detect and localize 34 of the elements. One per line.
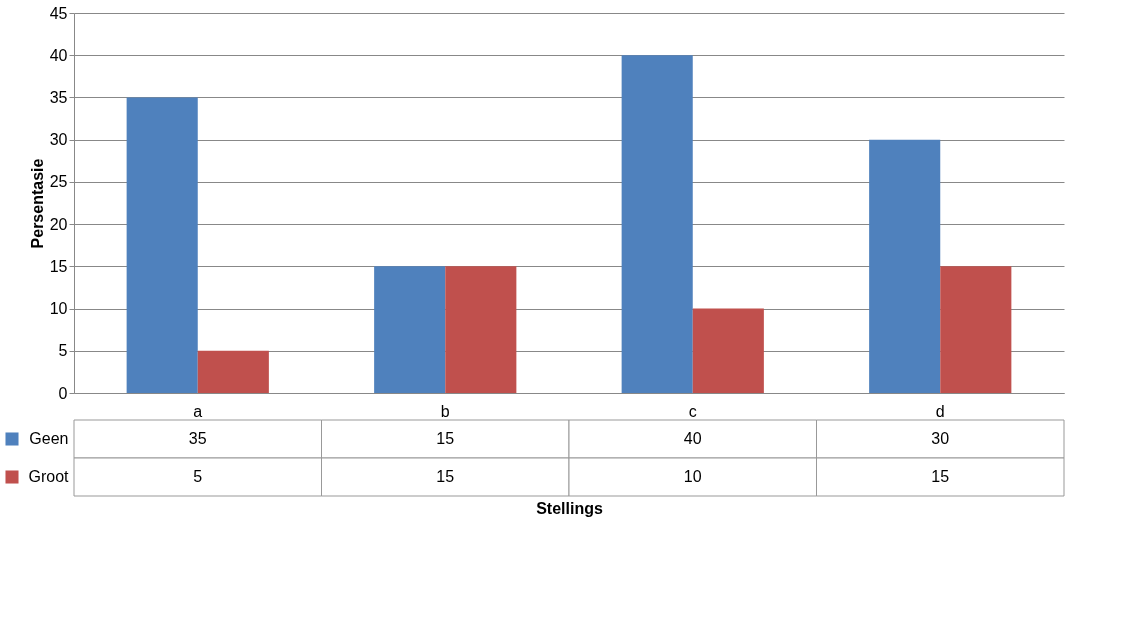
bar	[445, 266, 517, 393]
bar	[126, 97, 198, 393]
legend-label: Groot	[28, 468, 70, 485]
data-label: 40	[683, 430, 702, 447]
data-label: 15	[436, 430, 455, 447]
data-label: 5	[193, 468, 203, 485]
y-tick-label: 40	[49, 46, 68, 64]
bar	[692, 308, 764, 393]
legend-label: Geen	[29, 430, 69, 447]
y-tick-label: 20	[49, 215, 68, 233]
x-axis-title: Stellings	[536, 499, 603, 517]
data-label: 15	[436, 468, 455, 485]
y-tick-label: 45	[49, 4, 68, 22]
y-tick-label: 5	[58, 342, 68, 360]
y-tick-label: 0	[58, 384, 68, 402]
bar	[869, 139, 941, 393]
bar	[197, 350, 269, 393]
x-tick-label: d	[935, 402, 945, 420]
bar	[621, 55, 693, 393]
y-tick-label: 10	[49, 300, 68, 318]
data-label: 35	[188, 430, 207, 447]
y-tick-label: 35	[49, 88, 68, 106]
data-label: 15	[931, 468, 950, 485]
data-label: 30	[931, 430, 950, 447]
y-tick-label: 15	[49, 257, 68, 275]
bar	[940, 266, 1012, 393]
x-tick-label: c	[688, 402, 697, 420]
y-axis-title: Persentasie	[28, 158, 46, 249]
bar	[374, 266, 446, 393]
data-label: 10	[683, 468, 702, 485]
x-tick-label: a	[193, 402, 203, 420]
y-tick-label: 25	[49, 173, 68, 191]
y-tick-label: 30	[49, 131, 68, 149]
x-tick-label: b	[440, 402, 450, 420]
